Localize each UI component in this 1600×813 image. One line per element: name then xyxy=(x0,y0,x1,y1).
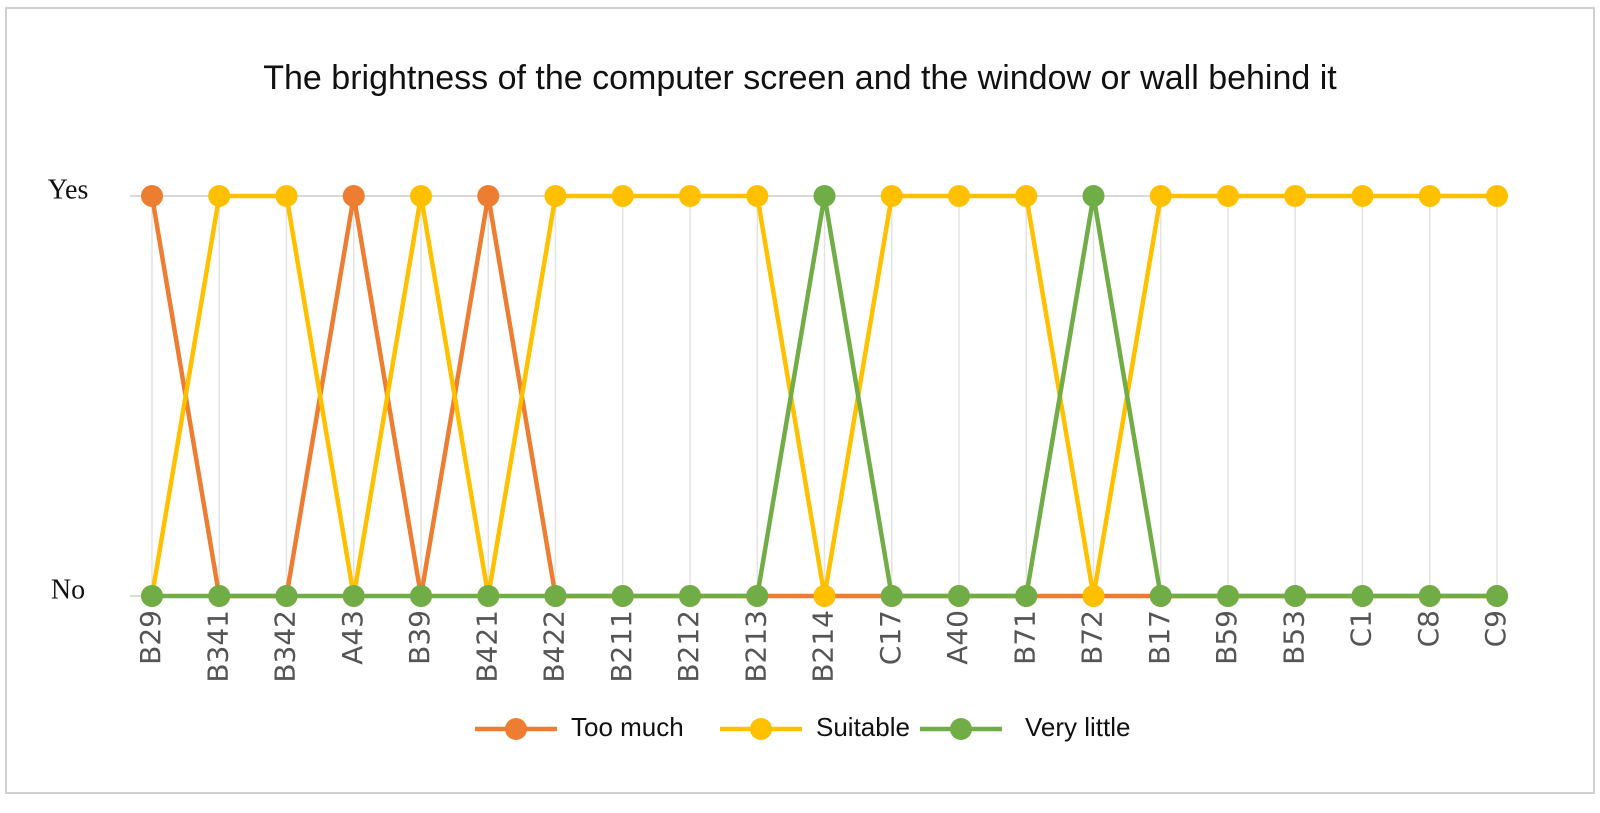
x-tick-label: B29 xyxy=(134,610,167,665)
legend-label: Suitable xyxy=(816,712,910,742)
marker xyxy=(410,585,432,607)
x-tick-label: C8 xyxy=(1412,610,1445,647)
marker xyxy=(1015,185,1038,207)
marker xyxy=(544,585,567,607)
marker xyxy=(208,585,231,607)
marker xyxy=(342,585,365,607)
legend-marker xyxy=(950,718,972,740)
x-tick-label: B53 xyxy=(1277,610,1310,665)
marker xyxy=(1284,585,1307,607)
marker xyxy=(1351,185,1374,207)
y-tick-label: Yes xyxy=(48,174,89,205)
x-tick-label: B421 xyxy=(470,610,503,683)
marker xyxy=(746,185,769,207)
legend-label: Very little xyxy=(1025,712,1131,742)
marker xyxy=(948,185,970,207)
x-tick-label: B72 xyxy=(1076,610,1109,665)
x-tick-label: B422 xyxy=(538,610,571,683)
marker xyxy=(1486,185,1508,207)
marker xyxy=(1418,585,1441,607)
legend-label: Too much xyxy=(571,712,684,742)
x-tick-label: A40 xyxy=(941,610,974,665)
marker xyxy=(880,185,903,207)
x-tick-label: B211 xyxy=(605,610,638,683)
marker xyxy=(141,185,163,207)
marker xyxy=(948,585,970,607)
marker xyxy=(679,185,701,207)
marker xyxy=(813,585,836,607)
marker xyxy=(544,185,567,207)
x-tick-label: B71 xyxy=(1008,610,1041,665)
marker xyxy=(1082,585,1105,607)
marker xyxy=(611,185,634,207)
x-tick-label: B341 xyxy=(201,610,234,683)
marker xyxy=(1015,585,1038,607)
x-tick-label: B213 xyxy=(739,610,772,683)
marker xyxy=(477,185,500,207)
marker xyxy=(880,585,903,607)
marker xyxy=(1082,185,1105,207)
marker xyxy=(275,185,298,207)
marker xyxy=(1418,185,1441,207)
marker xyxy=(1284,185,1307,207)
x-tick-label: B342 xyxy=(269,610,302,683)
x-tick-label: B214 xyxy=(807,610,840,683)
x-tick-label: B59 xyxy=(1210,610,1243,665)
x-tick-label: C1 xyxy=(1345,610,1378,647)
chart-border xyxy=(5,7,1595,794)
marker xyxy=(342,185,365,207)
legend-marker xyxy=(505,718,527,740)
marker xyxy=(746,585,769,607)
marker xyxy=(477,585,500,607)
x-tick-label: C9 xyxy=(1479,610,1512,647)
legend-marker xyxy=(750,718,772,740)
marker xyxy=(1486,585,1508,607)
marker xyxy=(141,585,163,607)
marker xyxy=(611,585,634,607)
x-tick-label: B39 xyxy=(403,610,436,665)
x-tick-label: A43 xyxy=(336,610,369,665)
x-tick-label: B17 xyxy=(1143,610,1176,665)
x-tick-label: C17 xyxy=(874,610,907,665)
marker xyxy=(1217,585,1239,607)
marker xyxy=(679,585,701,607)
marker xyxy=(1149,585,1172,607)
marker xyxy=(1217,185,1239,207)
marker xyxy=(813,185,836,207)
marker xyxy=(1149,185,1172,207)
marker xyxy=(1351,585,1374,607)
marker xyxy=(208,185,231,207)
marker xyxy=(410,185,432,207)
x-tick-label: B212 xyxy=(672,610,705,683)
marker xyxy=(275,585,298,607)
y-tick-label: No xyxy=(51,574,85,605)
chart-title: The brightness of the computer screen an… xyxy=(263,59,1337,97)
